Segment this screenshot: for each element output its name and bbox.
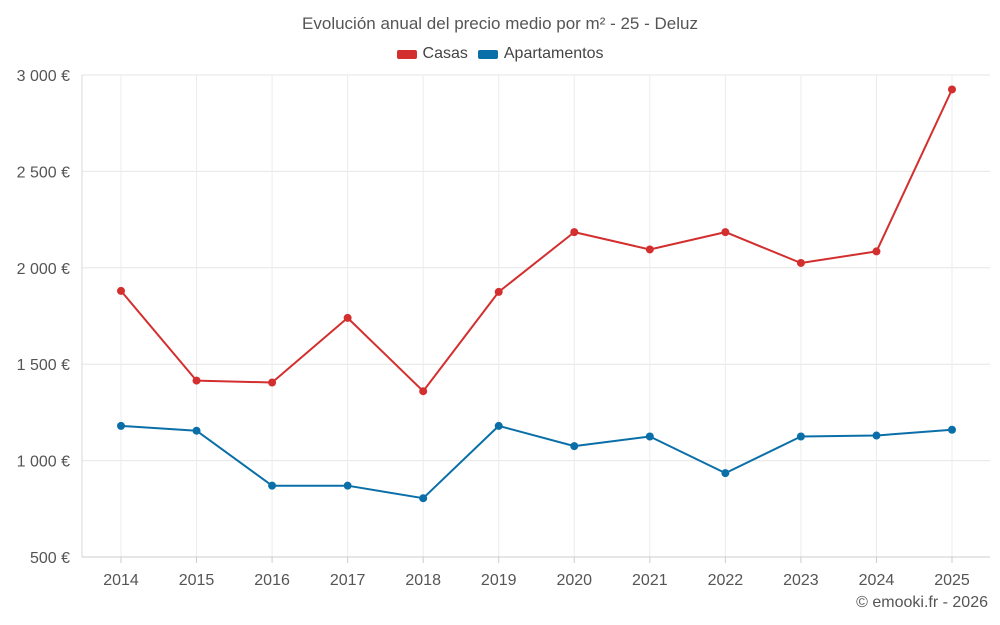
legend-swatch-apartamentos (477, 49, 498, 59)
data-point-casas (192, 376, 201, 385)
x-tick-label: 2017 (330, 572, 366, 589)
series-line-casas (120, 89, 953, 393)
data-point-casas (645, 245, 654, 254)
y-tick-label: 3 000 € (17, 68, 70, 85)
credit-text: © emooki.fr - 2026 (856, 594, 988, 611)
data-point-apartamentos (192, 426, 201, 435)
x-tick-label: 2018 (405, 572, 441, 589)
data-point-casas (268, 378, 277, 387)
data-point-casas (796, 258, 805, 267)
legend-label-casas: Casas (422, 45, 468, 62)
legend-item-apartamentos[interactable]: Apartamentos (477, 45, 604, 63)
x-tick-label: 2025 (934, 572, 970, 589)
data-point-casas (570, 228, 579, 237)
data-point-apartamentos (494, 421, 503, 430)
series-line-apartamentos (120, 424, 953, 500)
x-tick-label: 2015 (179, 572, 215, 589)
data-point-apartamentos (645, 432, 654, 441)
data-point-casas (721, 228, 730, 237)
x-tick-label: 2020 (556, 572, 592, 589)
data-point-casas (948, 85, 956, 94)
data-point-casas (494, 287, 503, 296)
data-point-apartamentos (948, 425, 956, 434)
chart-title: Evolución anual del precio medio por m² … (302, 14, 698, 33)
data-point-casas (343, 313, 352, 322)
y-tick-label: 2 500 € (17, 164, 70, 181)
legend-label-apartamentos: Apartamentos (503, 45, 604, 62)
x-tick-label: 2021 (632, 572, 668, 589)
x-tick-label: 2014 (103, 572, 139, 589)
x-tick-label: 2024 (859, 572, 895, 589)
data-point-casas (419, 387, 428, 396)
data-point-apartamentos (570, 442, 579, 451)
legend-item-casas[interactable]: Casas (396, 45, 468, 63)
data-point-apartamentos (721, 469, 730, 478)
data-point-apartamentos (343, 481, 352, 490)
data-point-casas (872, 247, 881, 256)
data-point-apartamentos (268, 481, 277, 490)
data-point-apartamentos (117, 421, 125, 430)
y-tick-label: 1 000 € (17, 454, 70, 471)
data-point-apartamentos (796, 432, 805, 441)
data-point-apartamentos (419, 494, 428, 503)
x-tick-label: 2022 (708, 572, 744, 589)
y-tick-label: 500 € (30, 550, 70, 567)
x-tick-label: 2016 (254, 572, 290, 589)
x-tick-label: 2019 (481, 572, 517, 589)
y-tick-label: 1 500 € (17, 357, 70, 374)
data-point-casas (117, 286, 125, 295)
data-point-apartamentos (872, 431, 881, 440)
legend-swatch-casas (396, 49, 417, 59)
chart-legend: Casas Apartamentos (0, 45, 1000, 63)
x-tick-label: 2023 (783, 572, 819, 589)
y-tick-label: 2 000 € (17, 261, 70, 278)
